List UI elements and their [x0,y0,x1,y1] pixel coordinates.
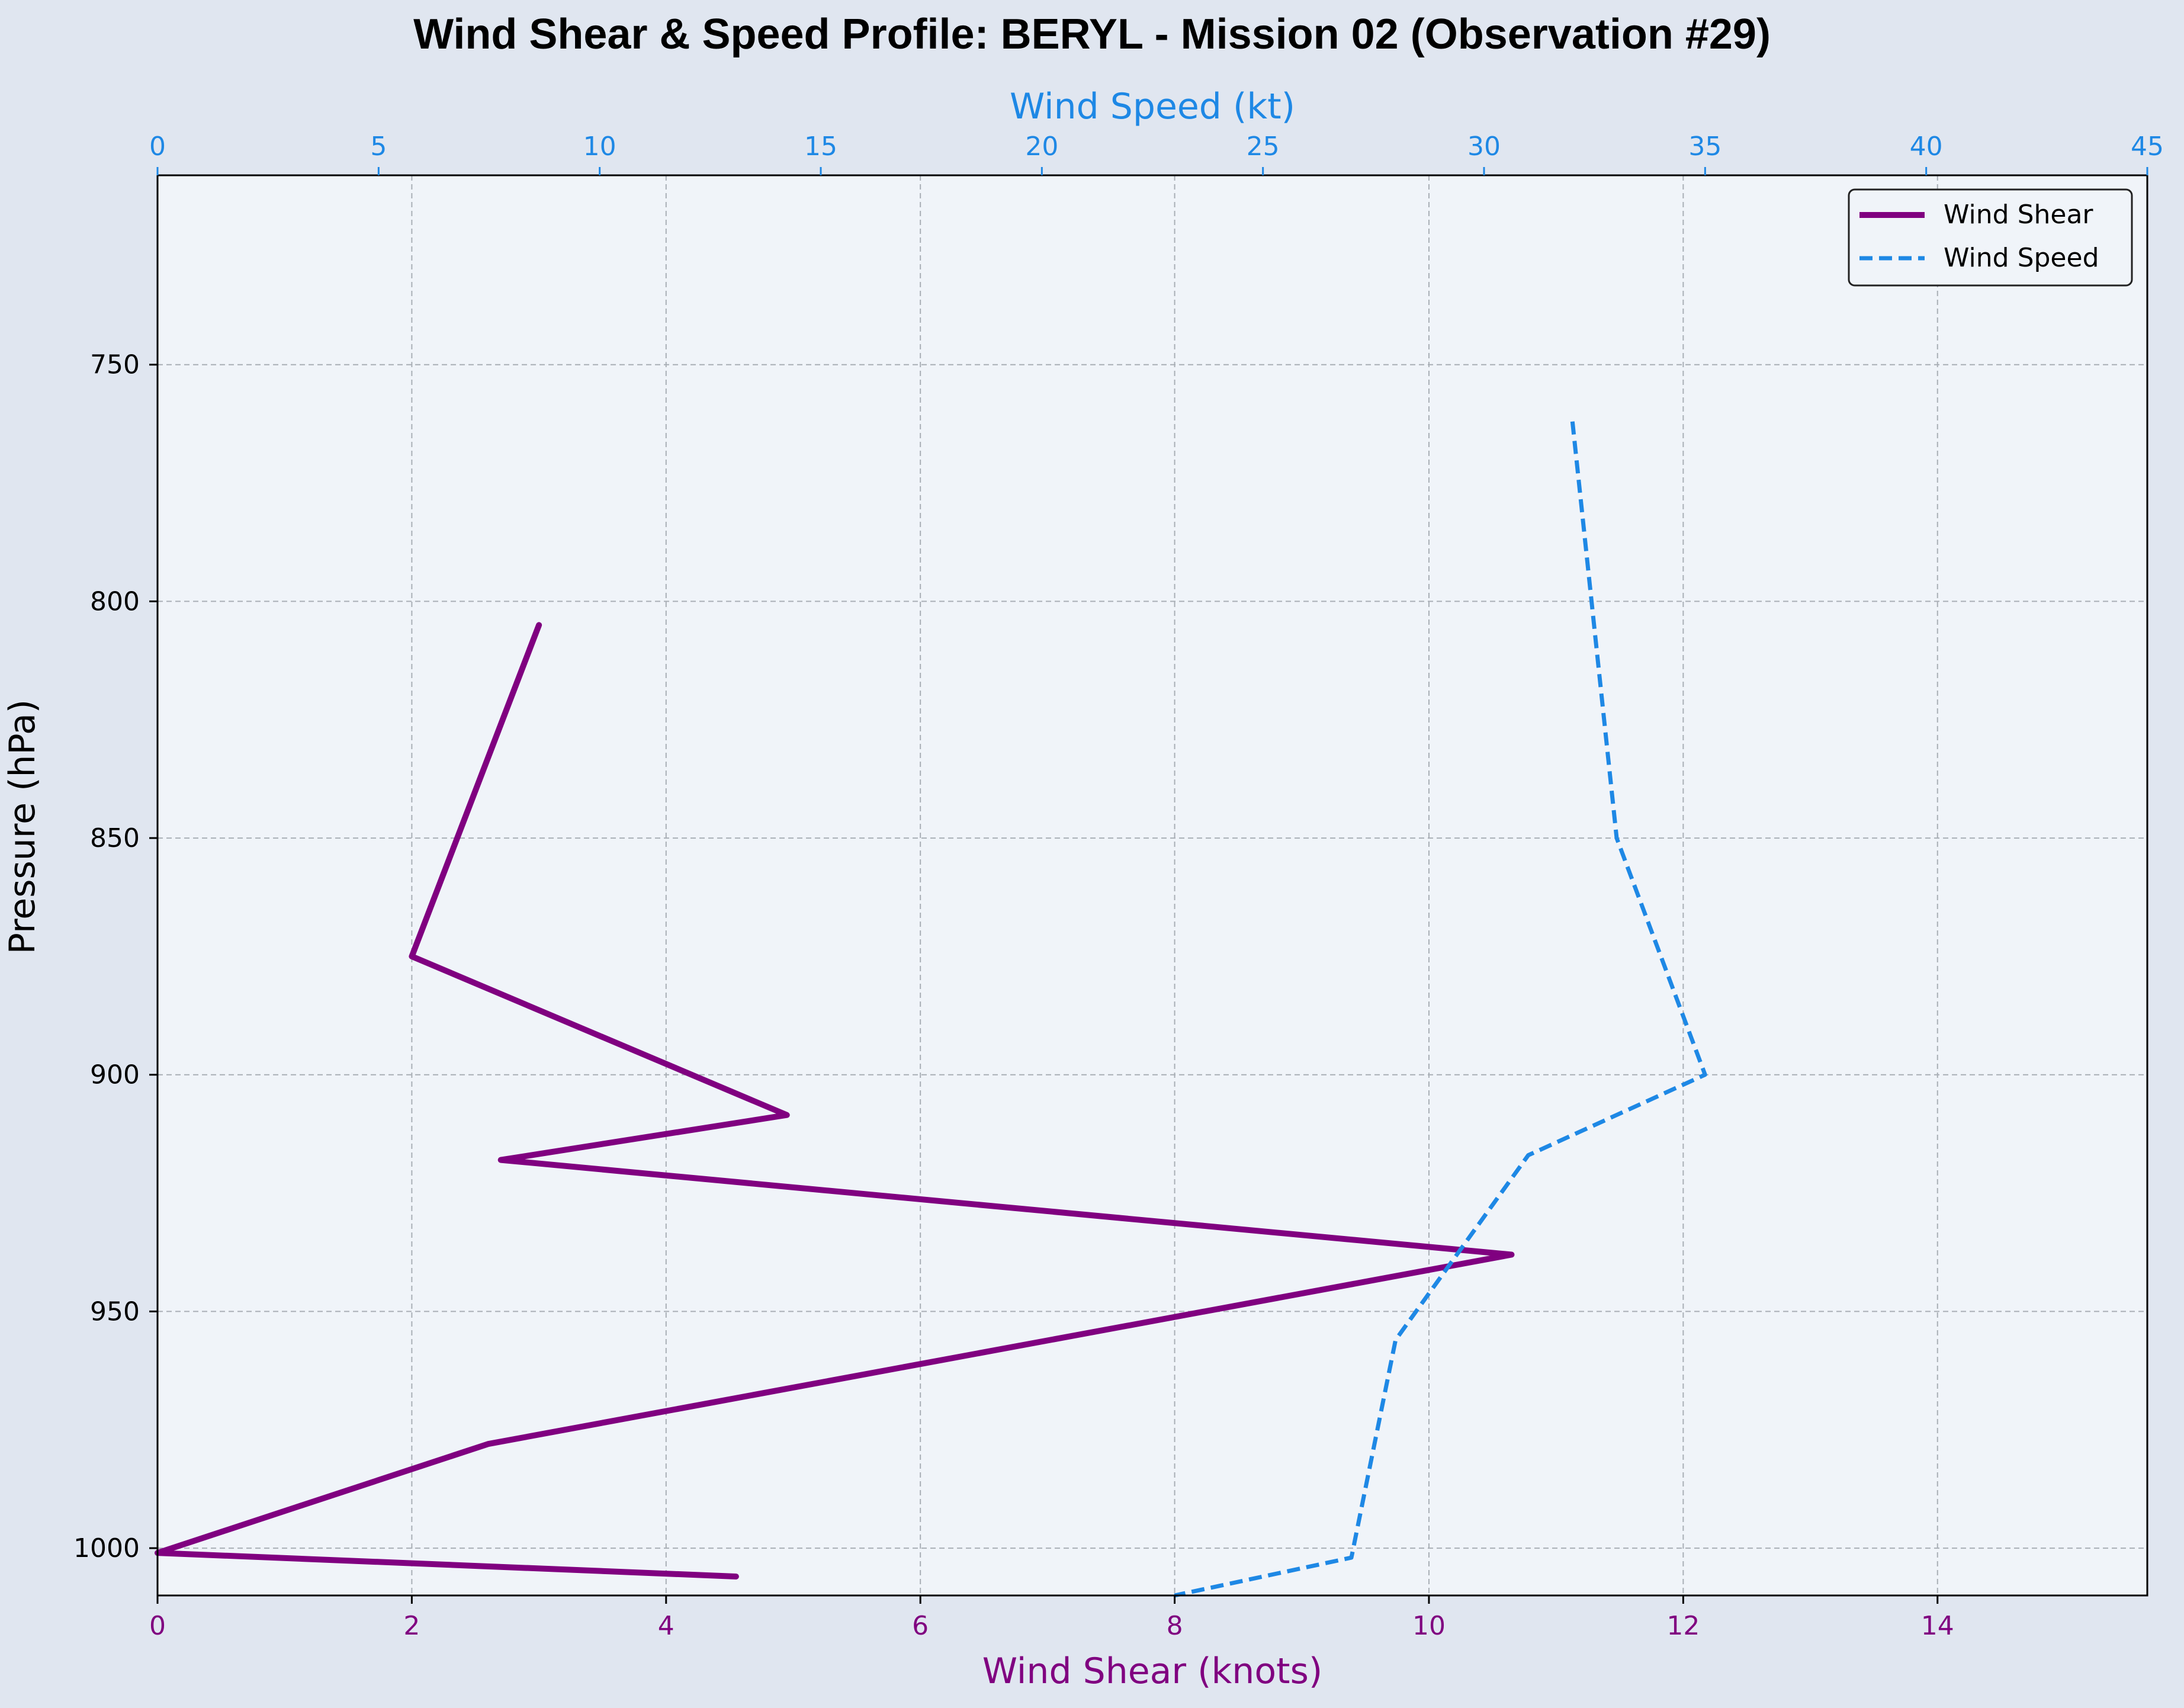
top-axis-label: Wind Speed (kt) [1010,86,1295,127]
y-tick-label: 900 [90,1060,140,1090]
y-axis-label: Pressure (hPa) [2,699,43,954]
bottom-axis-label: Wind Shear (knots) [982,1651,1322,1692]
x-top-tick-label: 45 [2131,131,2164,162]
x-top-tick-label: 0 [149,131,166,162]
x-bottom-tick-label: 6 [912,1611,929,1641]
x-top-tick-label: 25 [1247,131,1280,162]
x-bottom-tick-label: 14 [1921,1611,1954,1641]
chart-title: Wind Shear & Speed Profile: BERYL - Miss… [413,11,1771,58]
x-bottom-tick-label: 2 [403,1611,420,1641]
axes: 0 2 4 6 8 10 12 14 0 5 10 15 20 25 30 35 40 45 750 800 850 90… [73,131,2164,1641]
x-top-tick-label: 5 [370,131,387,162]
x-top-tick-label: 20 [1025,131,1058,162]
plot-frame [156,174,2148,1597]
legend-label-wind-shear: Wind Shear [1944,200,2093,230]
x-top-tick-label: 40 [1910,131,1943,162]
y-tick-label: 1000 [73,1533,140,1563]
series-line-wind-shear [155,622,1515,1579]
legend: Wind Shear Wind Speed [1848,188,2133,287]
legend-label-wind-speed: Wind Speed [1944,243,2099,273]
plot-area [158,175,2147,1595]
x-top-tick-label: 10 [583,131,616,162]
x-top-tick-label: 30 [1467,131,1501,162]
x-bottom-tick-label: 4 [658,1611,675,1641]
series-line-wind-speed [1174,421,1707,1598]
y-tick-label: 850 [90,823,140,853]
x-top-tick-label: 15 [804,131,837,162]
x-top-tick-label: 35 [1688,131,1721,162]
x-bottom-tick-label: 8 [1167,1611,1183,1641]
y-tick-label: 800 [90,586,140,617]
y-tick-label: 950 [90,1296,140,1327]
x-bottom-tick-label: 10 [1412,1611,1446,1641]
y-tick-label: 750 [90,350,140,380]
series-layer [155,421,1707,1598]
x-bottom-tick-label: 12 [1666,1611,1700,1641]
x-bottom-tick-label: 0 [149,1611,166,1641]
